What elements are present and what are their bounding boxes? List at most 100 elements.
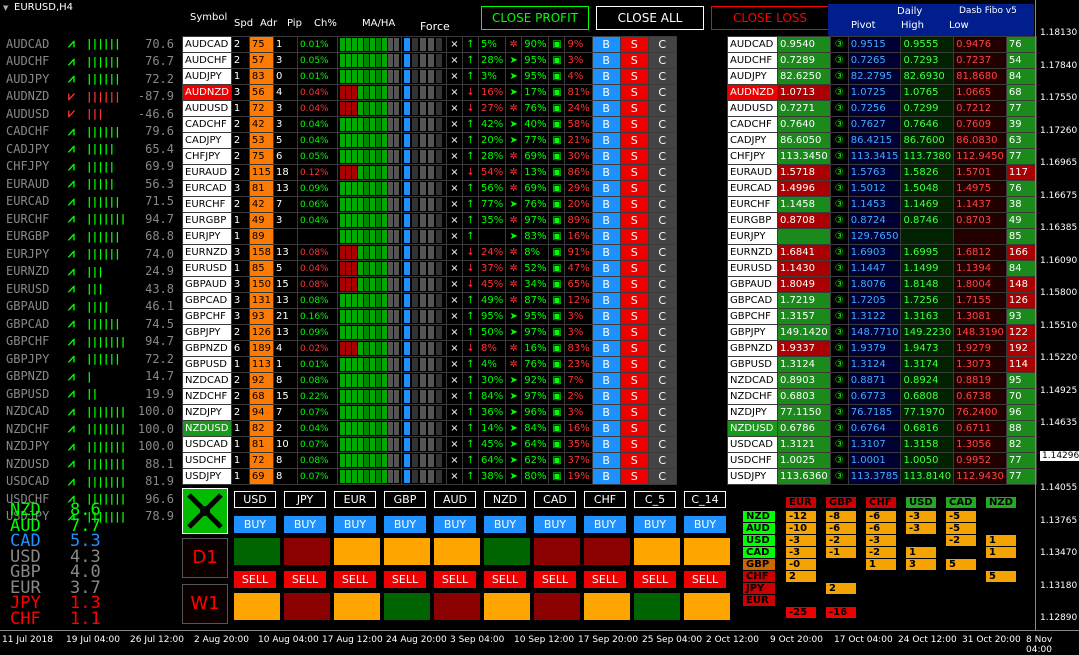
pair-symbol[interactable]: CADCHF — [727, 116, 778, 133]
sell-button[interactable]: S — [619, 244, 649, 261]
close-button[interactable]: C — [647, 404, 677, 421]
close-button[interactable]: C — [647, 52, 677, 69]
pair-symbol[interactable]: NZDJPY — [182, 404, 232, 421]
buy-button[interactable]: B — [591, 276, 621, 293]
sell-button[interactable]: SELL — [284, 571, 326, 588]
pair-symbol[interactable]: NZDUSD — [182, 420, 232, 437]
currency-button[interactable]: GBP — [384, 491, 426, 508]
pair-symbol[interactable]: CADJPY — [182, 132, 232, 149]
sell-button[interactable]: S — [619, 388, 649, 405]
buy-button[interactable]: B — [591, 340, 621, 357]
sell-button[interactable]: S — [619, 148, 649, 165]
buy-button[interactable]: B — [591, 404, 621, 421]
sell-button[interactable]: S — [619, 420, 649, 437]
pair-symbol[interactable]: NZDUSD — [727, 420, 778, 437]
buy-button[interactable]: B — [591, 452, 621, 469]
close-profit-button[interactable]: CLOSE PROFIT — [481, 6, 589, 30]
sell-button[interactable]: SELL — [634, 571, 676, 588]
sell-button[interactable]: S — [619, 196, 649, 213]
close-button[interactable]: C — [647, 196, 677, 213]
sell-button[interactable]: S — [619, 468, 649, 485]
pair-symbol[interactable]: GBPCHF — [182, 308, 232, 325]
buy-button[interactable]: B — [591, 468, 621, 485]
close-button[interactable]: C — [647, 436, 677, 453]
pair-symbol[interactable]: EURCHF — [727, 196, 778, 213]
close-button[interactable]: C — [647, 148, 677, 165]
pair-symbol[interactable]: NZDJPY — [727, 404, 778, 421]
buy-button[interactable]: B — [591, 212, 621, 229]
pair-symbol[interactable]: EURCHF — [182, 196, 232, 213]
close-button[interactable]: C — [647, 116, 677, 133]
pair-symbol[interactable]: USDCHF — [727, 452, 778, 469]
buy-button[interactable]: B — [591, 260, 621, 277]
sell-button[interactable]: S — [619, 68, 649, 85]
sell-button[interactable]: S — [619, 324, 649, 341]
pair-symbol[interactable]: USDCAD — [182, 436, 232, 453]
pair-symbol[interactable]: AUDCAD — [182, 36, 232, 53]
pair-symbol[interactable]: AUDNZD — [727, 84, 778, 101]
close-loss-button[interactable]: CLOSE LOSS — [711, 6, 829, 30]
buy-button[interactable]: BUY — [284, 516, 326, 533]
pair-symbol[interactable]: AUDCHF — [727, 52, 778, 69]
sell-button[interactable]: S — [619, 116, 649, 133]
sell-button[interactable]: SELL — [584, 571, 626, 588]
buy-button[interactable]: BUY — [584, 516, 626, 533]
pair-symbol[interactable]: USDJPY — [182, 468, 232, 485]
sell-button[interactable]: S — [619, 436, 649, 453]
buy-button[interactable]: B — [591, 148, 621, 165]
sell-button[interactable]: S — [619, 132, 649, 149]
currency-button[interactable]: AUD — [434, 491, 476, 508]
sell-button[interactable]: S — [619, 212, 649, 229]
pair-symbol[interactable]: GBPCAD — [727, 292, 778, 309]
close-button[interactable]: C — [647, 132, 677, 149]
buy-button[interactable]: BUY — [634, 516, 676, 533]
pair-symbol[interactable]: EURJPY — [182, 228, 232, 245]
pair-symbol[interactable]: AUDCHF — [182, 52, 232, 69]
close-button[interactable]: C — [647, 452, 677, 469]
pair-symbol[interactable]: CADCHF — [182, 116, 232, 133]
close-button[interactable]: C — [647, 420, 677, 437]
sell-button[interactable]: S — [619, 84, 649, 101]
buy-button[interactable]: B — [591, 164, 621, 181]
close-button[interactable]: C — [647, 388, 677, 405]
pair-symbol[interactable]: NZDCAD — [727, 372, 778, 389]
currency-button[interactable]: NZD — [484, 491, 526, 508]
buy-button[interactable]: B — [591, 52, 621, 69]
pair-symbol[interactable]: GBPUSD — [182, 356, 232, 373]
sell-button[interactable]: SELL — [234, 571, 276, 588]
pair-symbol[interactable]: GBPCAD — [182, 292, 232, 309]
pair-symbol[interactable]: EURNZD — [727, 244, 778, 261]
pair-symbol[interactable]: AUDUSD — [182, 100, 232, 117]
pair-symbol[interactable]: EURAUD — [182, 164, 232, 181]
close-button[interactable]: C — [647, 228, 677, 245]
pair-symbol[interactable]: EURUSD — [182, 260, 232, 277]
buy-button[interactable]: B — [591, 228, 621, 245]
close-button[interactable]: C — [647, 340, 677, 357]
pair-symbol[interactable]: USDJPY — [727, 468, 778, 485]
buy-button[interactable]: B — [591, 84, 621, 101]
close-button[interactable]: C — [647, 260, 677, 277]
buy-button[interactable]: B — [591, 100, 621, 117]
sell-button[interactable]: SELL — [334, 571, 376, 588]
buy-button[interactable]: B — [591, 292, 621, 309]
buy-button[interactable]: B — [591, 116, 621, 133]
sell-button[interactable]: SELL — [484, 571, 526, 588]
close-button[interactable]: C — [647, 180, 677, 197]
buy-button[interactable]: B — [591, 196, 621, 213]
pair-symbol[interactable]: GBPAUD — [727, 276, 778, 293]
currency-button[interactable]: C_5 — [634, 491, 676, 508]
buy-button[interactable]: B — [591, 180, 621, 197]
buy-button[interactable]: B — [591, 36, 621, 53]
buy-button[interactable]: B — [591, 132, 621, 149]
pair-symbol[interactable]: EURAUD — [727, 164, 778, 181]
close-button[interactable]: C — [647, 164, 677, 181]
sell-button[interactable]: S — [619, 228, 649, 245]
sell-button[interactable]: S — [619, 52, 649, 69]
sell-button[interactable]: S — [619, 100, 649, 117]
buy-button[interactable]: B — [591, 436, 621, 453]
pair-symbol[interactable]: USDCAD — [727, 436, 778, 453]
pair-symbol[interactable]: NZDCHF — [182, 388, 232, 405]
close-button[interactable]: C — [647, 356, 677, 373]
buy-button[interactable]: BUY — [434, 516, 476, 533]
close-button[interactable]: C — [647, 372, 677, 389]
